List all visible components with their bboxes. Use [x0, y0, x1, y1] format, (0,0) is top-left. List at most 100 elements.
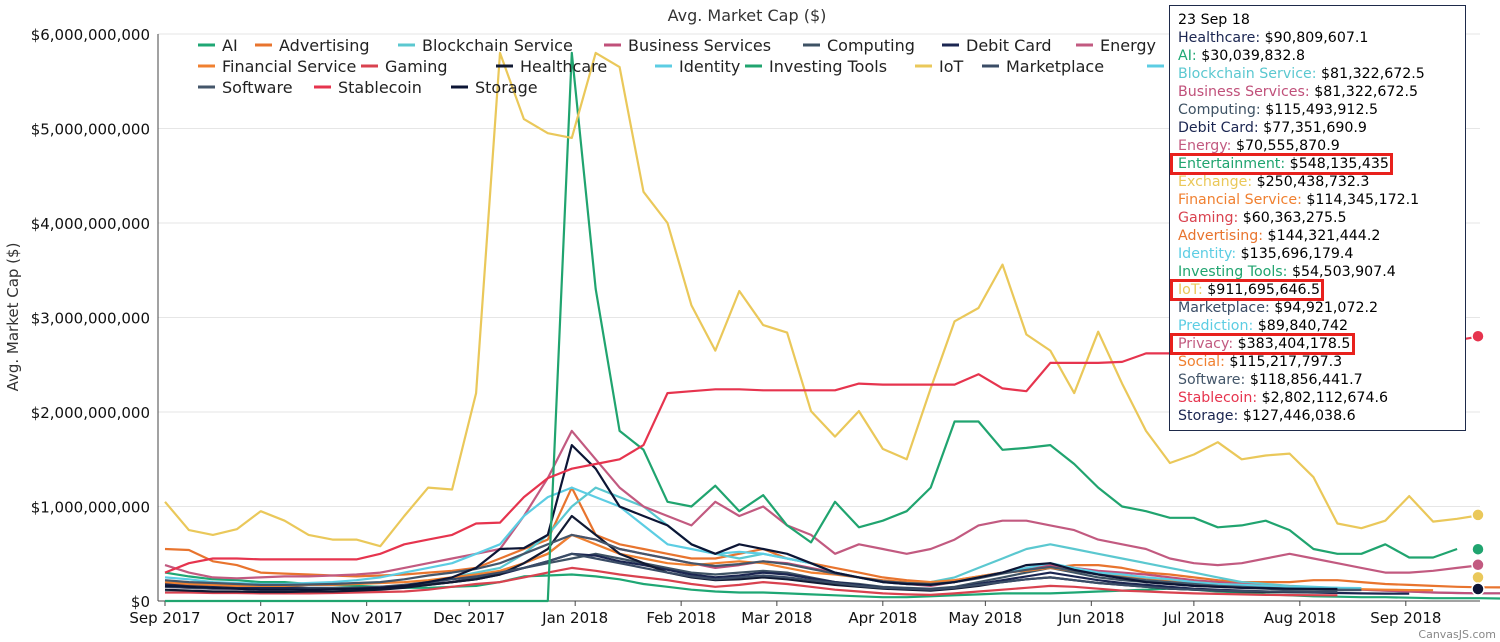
x-tick-label: Dec 2017 [433, 609, 505, 627]
x-tick-label: Oct 2017 [226, 609, 295, 627]
tooltip-label: Debit Card: [1178, 120, 1264, 136]
y-tick-label: $6,000,000,000 [31, 26, 150, 44]
tooltip-value: $911,695,646.5 [1207, 282, 1321, 298]
tooltip-value: $114,345,172.1 [1306, 192, 1420, 208]
tooltip-value: $115,493,912.5 [1265, 102, 1379, 118]
tooltip-label: Prediction: [1178, 318, 1258, 334]
series-line-gaming [165, 566, 1338, 597]
legend-item[interactable]: IoT [939, 57, 964, 76]
y-tick-label: $5,000,000,000 [31, 121, 150, 139]
series-line-energy [164, 429, 1482, 580]
x-tick-label: Apr 2018 [848, 609, 917, 627]
x-tick-label: May 2018 [948, 609, 1022, 627]
tooltip-row: Investing Tools: $54,503,907.4 [1178, 263, 1457, 281]
tooltip-value: $70,555,870.9 [1235, 138, 1340, 154]
chart-title: Avg. Market Cap ($) [668, 6, 827, 25]
tooltip-value: $135,696,179.4 [1240, 246, 1354, 262]
highlight-box [1170, 153, 1393, 175]
y-tick-label: $2,000,000,000 [31, 404, 150, 422]
x-tick-label: Nov 2017 [331, 609, 403, 627]
tooltip-row: Gaming: $60,363,275.5 [1178, 209, 1457, 227]
tooltip-row: Advertising: $144,321,444.2 [1178, 227, 1457, 245]
tooltip-value: $115,217,797.3 [1229, 354, 1343, 370]
y-tick-label: $1,000,000,000 [31, 499, 150, 517]
legend-item[interactable]: Gaming [385, 57, 448, 76]
tooltip-label: Energy: [1178, 138, 1236, 154]
tooltip-value: $250,438,732.3 [1256, 174, 1370, 190]
tooltip-value: $81,322,672.5 [1321, 66, 1425, 82]
tooltip-row: Exchange: $250,438,732.3 [1178, 173, 1457, 191]
tooltip-row: IoT: $911,695,646.5 [1170, 279, 1457, 301]
tooltip-label: Identity: [1178, 246, 1241, 262]
tooltip-label: Blockchain Service: [1178, 66, 1322, 82]
tooltip-row: Energy: $70,555,870.9 [1178, 137, 1457, 155]
legend-item[interactable]: Marketplace [1006, 57, 1104, 76]
tooltip-row: Storage: $127,446,038.6 [1178, 407, 1457, 425]
legend-item[interactable]: Identity [679, 57, 740, 76]
tooltip-row: Business Services: $81,322,672.5 [1178, 83, 1457, 101]
legend-item[interactable]: Debit Card [966, 36, 1052, 55]
series-line-identity [164, 486, 1362, 590]
end-marker [1471, 558, 1485, 572]
tooltip-value: $90,809,607.1 [1264, 30, 1369, 46]
tooltip-date: 23 Sep 18 [1178, 12, 1250, 28]
tooltip-value: $118,856,441.7 [1249, 372, 1363, 388]
series-line-iot [164, 51, 1482, 548]
tooltip-label: Exchange: [1178, 174, 1257, 190]
legend-item[interactable]: Blockchain Service [422, 36, 573, 55]
legend-item[interactable]: Software [222, 78, 293, 97]
tooltip-label: Gaming: [1178, 210, 1243, 226]
tooltip-row: Social: $115,217,797.3 [1178, 353, 1457, 371]
highlight-box [1170, 279, 1324, 301]
legend-item[interactable]: Financial Service [222, 57, 356, 76]
legend-item[interactable]: Advertising [279, 36, 370, 55]
tooltip-label: Financial Service: [1178, 192, 1307, 208]
tooltip-value: $548,135,435 [1289, 156, 1389, 172]
tooltip-label: AI: [1178, 48, 1202, 64]
tooltip-label: Software: [1178, 372, 1250, 388]
y-tick-label: $3,000,000,000 [31, 310, 150, 328]
tooltip-value: $89,840,742 [1257, 318, 1349, 334]
series-line-storage [164, 444, 1338, 591]
tooltip-label: Stablecoin: [1178, 390, 1262, 406]
tooltip-row: Healthcare: $90,809,607.1 [1178, 29, 1457, 47]
series-line-investing-tools [165, 51, 1458, 603]
tooltip-value: $2,802,112,674.6 [1261, 390, 1389, 406]
tooltip-value: $77,351,690.9 [1263, 120, 1367, 136]
tooltip-value: $94,921,072.2 [1274, 300, 1379, 316]
legend-item[interactable]: Computing [827, 36, 915, 55]
tooltip-row: Entertainment: $548,135,435 [1170, 153, 1457, 175]
tooltip-label: Investing Tools: [1178, 264, 1292, 280]
tooltip-label: Advertising: [1178, 228, 1268, 244]
tooltip-value: $127,446,038.6 [1242, 408, 1356, 424]
x-tick-label: Mar 2018 [741, 609, 812, 627]
end-marker [1471, 570, 1485, 585]
tooltip-row: AI: $30,039,832.8 [1178, 47, 1457, 65]
canvasjs-credit-link[interactable]: CanvasJS.com [1418, 628, 1496, 641]
y-tick-label: $0 [131, 593, 150, 611]
tooltip-row: Privacy: $383,404,178.5 [1170, 333, 1457, 355]
tooltip-row: Computing: $115,493,912.5 [1178, 101, 1457, 119]
tooltip-value: $144,321,444.2 [1267, 228, 1381, 244]
legend-item[interactable]: Stablecoin [338, 78, 422, 97]
x-tick-label: Jun 2018 [1057, 609, 1124, 627]
tooltip-row: Debit Card: $77,351,690.9 [1178, 119, 1457, 137]
tooltip-row: Stablecoin: $2,802,112,674.6 [1178, 389, 1457, 407]
legend-item[interactable]: Energy [1100, 36, 1156, 55]
legend-item[interactable]: Business Services [628, 36, 771, 55]
legend-item[interactable]: Investing Tools [769, 57, 887, 76]
tooltip-label: Computing: [1178, 102, 1266, 118]
legend-item[interactable]: AI [222, 36, 238, 55]
y-axis-label: Avg. Market Cap ($) [4, 243, 22, 392]
legend-item[interactable]: Healthcare [520, 57, 607, 76]
series-line-blockchain-service [165, 486, 1500, 595]
x-tick-label: Sep 2017 [129, 609, 200, 627]
tooltip-row: Blockchain Service: $81,322,672.5 [1178, 65, 1457, 83]
y-tick-label: $4,000,000,000 [31, 215, 150, 233]
end-marker [1471, 329, 1485, 343]
end-marker [1471, 582, 1485, 596]
tooltip-value: $54,503,907.4 [1291, 264, 1396, 280]
x-tick-label: Jan 2018 [541, 609, 608, 627]
series-line-software [164, 533, 1362, 591]
legend-item[interactable]: Storage [475, 78, 538, 97]
